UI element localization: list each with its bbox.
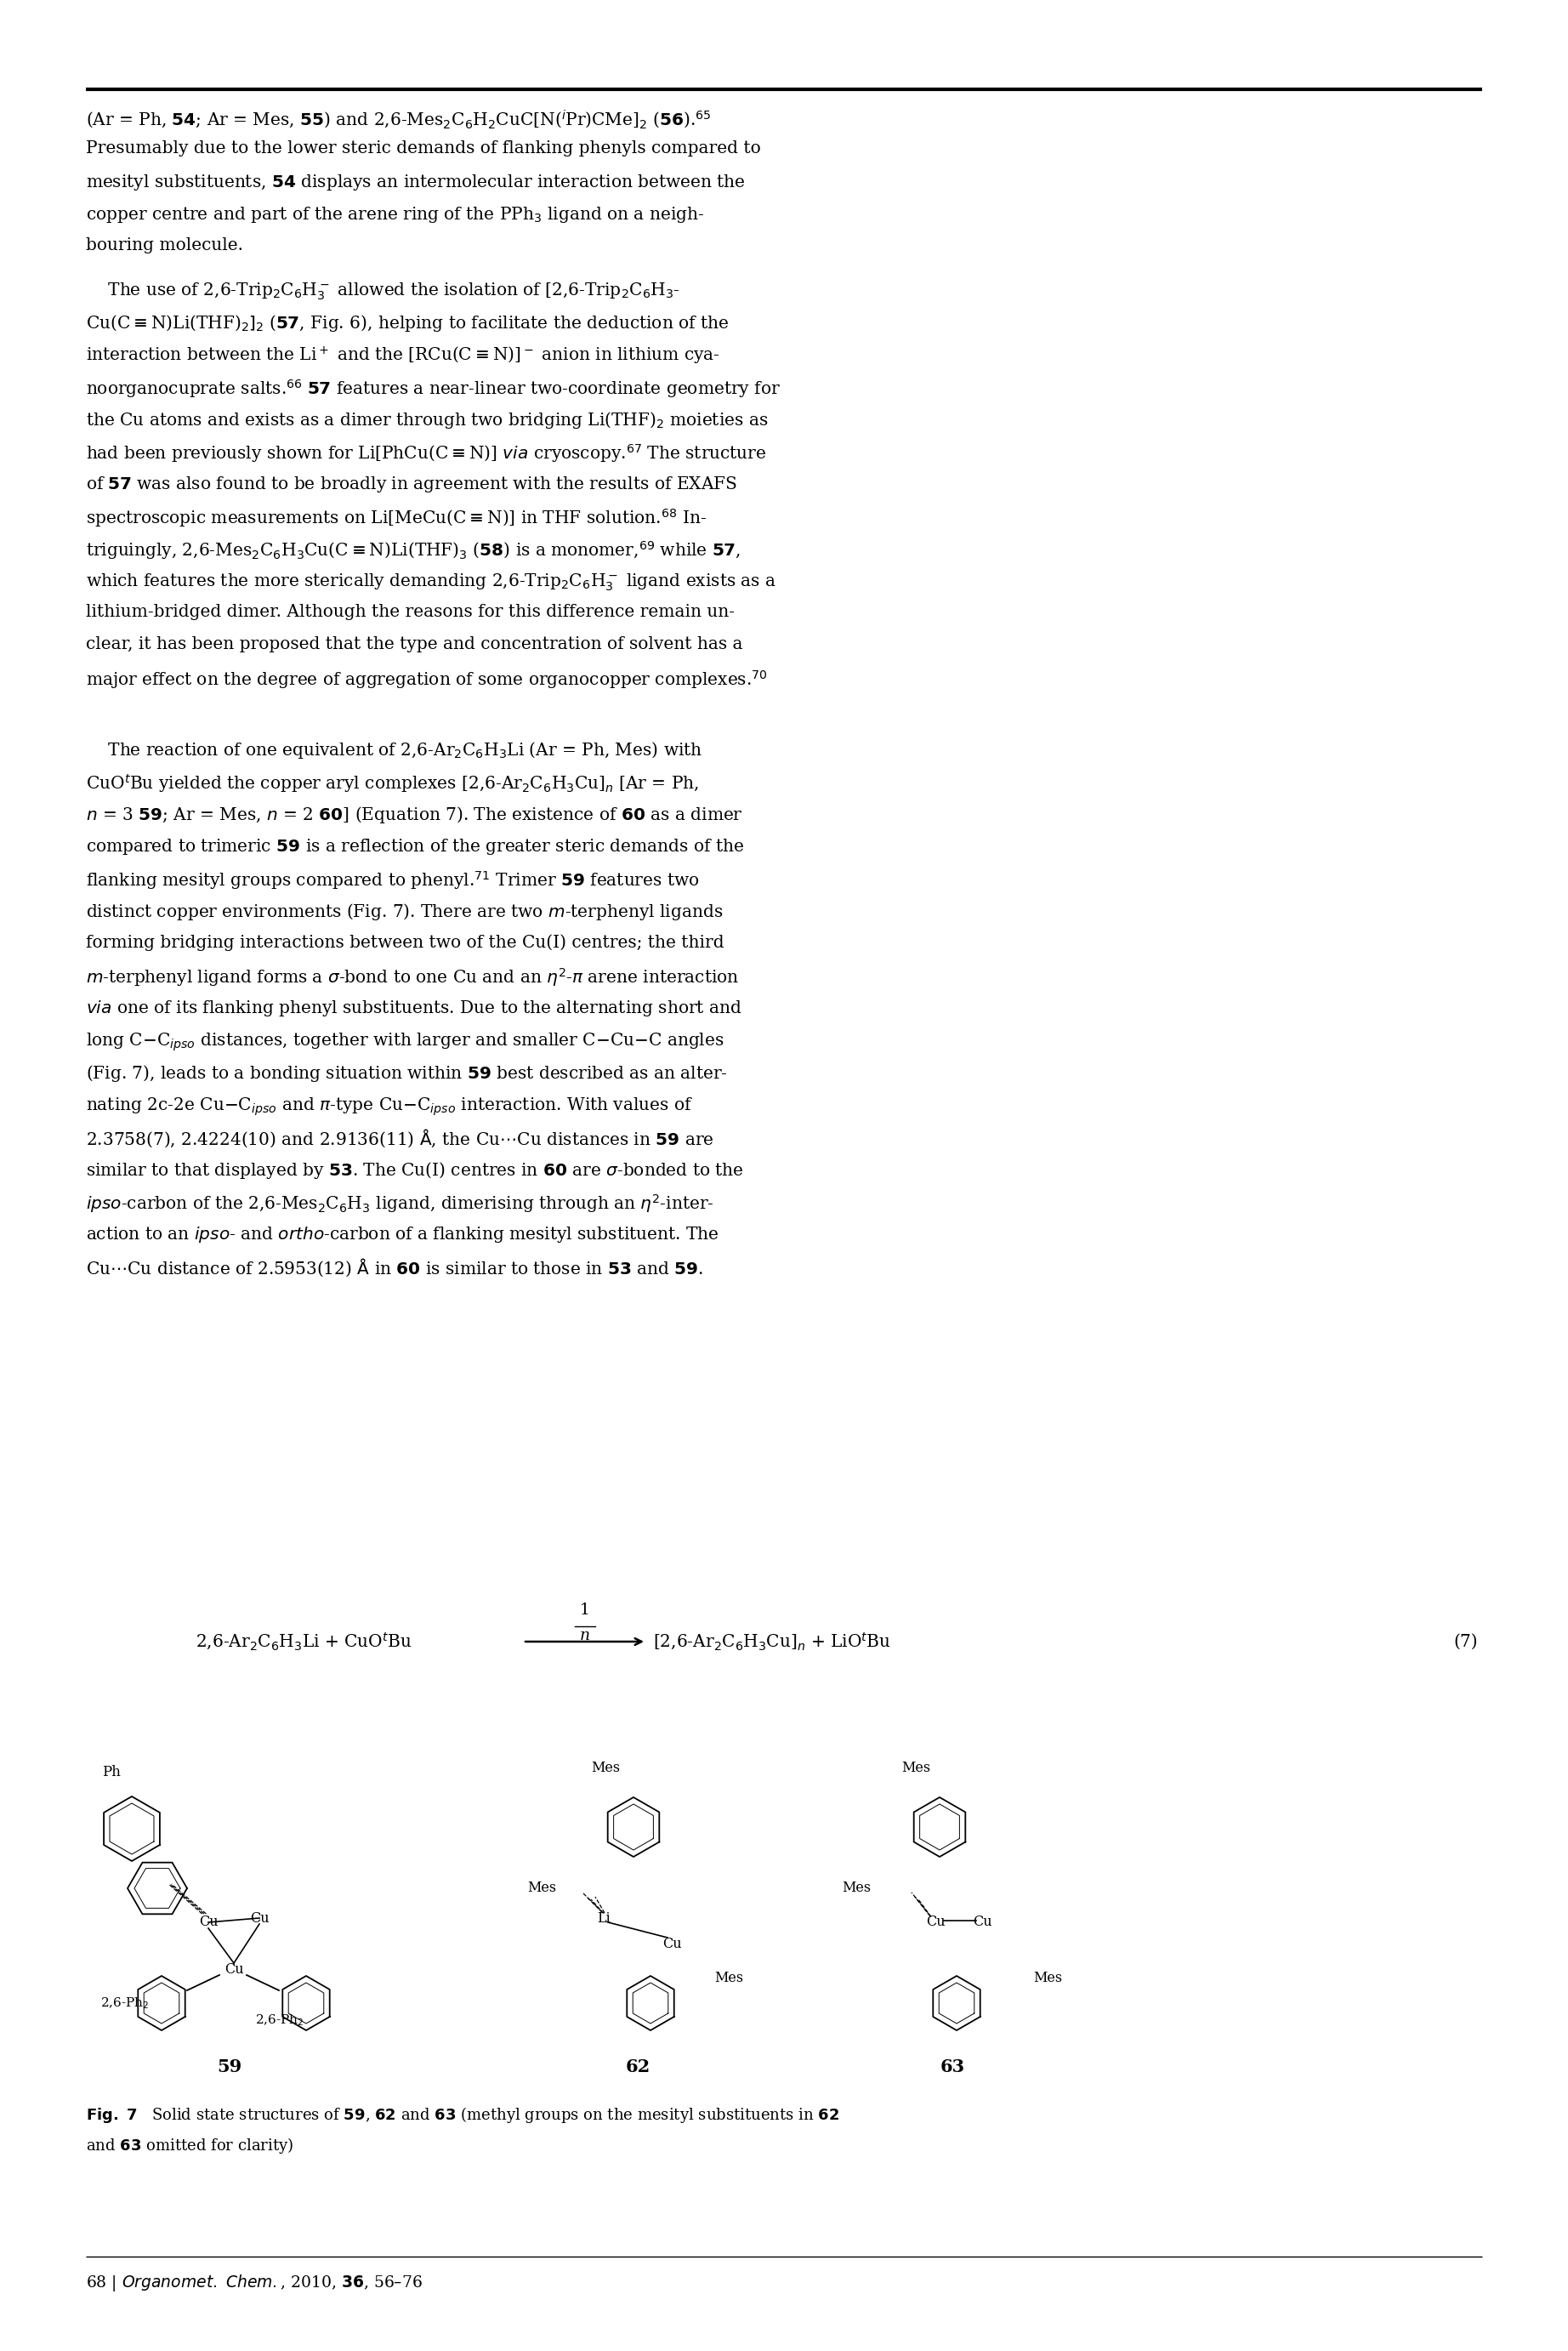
Text: The reaction of one equivalent of 2,6-Ar$_2$C$_6$H$_3$Li (Ar = Ph, Mes) with: The reaction of one equivalent of 2,6-Ar… bbox=[86, 741, 702, 759]
Text: n: n bbox=[580, 1627, 590, 1643]
Text: 2,6-Ar$_2$C$_6$H$_3$Li + CuO$^t$Bu: 2,6-Ar$_2$C$_6$H$_3$Li + CuO$^t$Bu bbox=[196, 1632, 412, 1653]
Text: 63: 63 bbox=[939, 2059, 964, 2076]
Text: nating 2c-2e Cu$-$C$_\mathit{ipso}$ and $\pi$-type Cu$-$C$_\mathit{ipso}$ intera: nating 2c-2e Cu$-$C$_\mathit{ipso}$ and … bbox=[86, 1096, 693, 1117]
Text: Cu$\cdots$Cu distance of 2.5953(12) $\mathrm{\AA}$ in $\mathbf{60}$ is similar t: Cu$\cdots$Cu distance of 2.5953(12) $\ma… bbox=[86, 1258, 704, 1279]
Text: (Ar = Ph, $\mathbf{54}$; Ar = Mes, $\mathbf{55}$) and 2,6-Mes$_2$C$_6$H$_2$CuC[N: (Ar = Ph, $\mathbf{54}$; Ar = Mes, $\mat… bbox=[86, 108, 712, 129]
Text: forming bridging interactions between two of the Cu(I) centres; the third: forming bridging interactions between tw… bbox=[86, 933, 724, 950]
Text: 2.3758(7), 2.4224(10) and 2.9136(11) $\mathrm{\AA}$, the Cu$\cdots$Cu distances : 2.3758(7), 2.4224(10) and 2.9136(11) $\m… bbox=[86, 1128, 715, 1150]
Text: Cu: Cu bbox=[199, 1916, 218, 1930]
Text: major effect on the degree of aggregation of some organocopper complexes.$^{70}$: major effect on the degree of aggregatio… bbox=[86, 668, 768, 691]
Text: Ph: Ph bbox=[102, 1766, 121, 1780]
Text: [2,6-Ar$_2$C$_6$H$_3$Cu]$_n$ + LiO$^t$Bu: [2,6-Ar$_2$C$_6$H$_3$Cu]$_n$ + LiO$^t$Bu bbox=[652, 1632, 891, 1653]
Text: (7): (7) bbox=[1454, 1634, 1477, 1650]
Text: distinct copper environments (Fig. 7). There are two $m$-terphenyl ligands: distinct copper environments (Fig. 7). T… bbox=[86, 903, 723, 922]
Text: Li: Li bbox=[597, 1911, 610, 1925]
Text: compared to trimeric $\mathbf{59}$ is a reflection of the greater steric demands: compared to trimeric $\mathbf{59}$ is a … bbox=[86, 837, 745, 856]
Text: Mes: Mes bbox=[591, 1761, 619, 1775]
Text: Mes: Mes bbox=[1033, 1970, 1062, 1984]
Text: 2,6-Ph$_2$: 2,6-Ph$_2$ bbox=[100, 1996, 149, 2010]
Text: Cu: Cu bbox=[662, 1937, 682, 1951]
Text: CuO$^t$Bu yielded the copper aryl complexes [2,6-Ar$_2$C$_6$H$_3$Cu]$_n$ [Ar = P: CuO$^t$Bu yielded the copper aryl comple… bbox=[86, 773, 699, 795]
Text: Presumably due to the lower steric demands of flanking phenyls compared to: Presumably due to the lower steric deman… bbox=[86, 141, 760, 158]
Text: of $\mathbf{57}$ was also found to be broadly in agreement with the results of E: of $\mathbf{57}$ was also found to be br… bbox=[86, 475, 737, 494]
Text: $via$ one of its flanking phenyl substituents. Due to the alternating short and: $via$ one of its flanking phenyl substit… bbox=[86, 999, 742, 1018]
Text: mesityl substituents, $\mathbf{54}$ displays an intermolecular interaction betwe: mesityl substituents, $\mathbf{54}$ disp… bbox=[86, 172, 746, 193]
Text: bouring molecule.: bouring molecule. bbox=[86, 237, 243, 254]
Text: action to an $\mathit{ipso}$- and $\mathit{ortho}$-carbon of a flanking mesityl : action to an $\mathit{ipso}$- and $\math… bbox=[86, 1225, 720, 1244]
Text: spectroscopic measurements on Li[MeCu(C$\equiv$N)] in THF solution.$^{68}$ In-: spectroscopic measurements on Li[MeCu(C$… bbox=[86, 508, 707, 529]
Text: flanking mesityl groups compared to phenyl.$^{71}$ Trimer $\mathbf{59}$ features: flanking mesityl groups compared to phen… bbox=[86, 870, 699, 891]
Text: Cu: Cu bbox=[972, 1916, 991, 1930]
Text: copper centre and part of the arene ring of the PPh$_3$ ligand on a neigh-: copper centre and part of the arene ring… bbox=[86, 205, 704, 226]
Text: Mes: Mes bbox=[842, 1881, 870, 1895]
Text: 68 | $\mathit{Organomet.\ Chem.}$, 2010, $\mathbf{36}$, 56–76: 68 | $\mathit{Organomet.\ Chem.}$, 2010,… bbox=[86, 2273, 423, 2292]
Text: 2,6-Ph$_2$: 2,6-Ph$_2$ bbox=[256, 2012, 304, 2027]
Text: which features the more sterically demanding 2,6-Trip$_2$C$_6$H$_3^-$ ligand exi: which features the more sterically deman… bbox=[86, 571, 776, 592]
Text: similar to that displayed by $\mathbf{53}$. The Cu(I) centres in $\mathbf{60}$ a: similar to that displayed by $\mathbf{53… bbox=[86, 1159, 745, 1180]
Text: triguingly, 2,6-Mes$_2$C$_6$H$_3$Cu(C$\equiv$N)Li(THF)$_3$ ($\mathbf{58}$) is a : triguingly, 2,6-Mes$_2$C$_6$H$_3$Cu(C$\e… bbox=[86, 538, 740, 562]
Text: and $\mathbf{63}$ omitted for clarity): and $\mathbf{63}$ omitted for clarity) bbox=[86, 2135, 293, 2156]
Text: 59: 59 bbox=[216, 2059, 241, 2076]
Text: Mes: Mes bbox=[715, 1970, 743, 1984]
Text: $\mathit{ipso}$-carbon of the 2,6-Mes$_2$C$_6$H$_3$ ligand, dimerising through a: $\mathit{ipso}$-carbon of the 2,6-Mes$_2… bbox=[86, 1192, 715, 1215]
Text: long C$-$C$_\mathit{ipso}$ distances, together with larger and smaller C$-$Cu$-$: long C$-$C$_\mathit{ipso}$ distances, to… bbox=[86, 1030, 724, 1053]
Text: Mes: Mes bbox=[902, 1761, 930, 1775]
Text: clear, it has been proposed that the type and concentration of solvent has a: clear, it has been proposed that the typ… bbox=[86, 637, 743, 651]
Text: (Fig. 7), leads to a bonding situation within $\mathbf{59}$ best described as an: (Fig. 7), leads to a bonding situation w… bbox=[86, 1063, 728, 1084]
Text: Cu: Cu bbox=[224, 1961, 243, 1977]
Text: Cu: Cu bbox=[925, 1916, 946, 1930]
Text: Cu: Cu bbox=[249, 1911, 270, 1925]
Text: Mes: Mes bbox=[527, 1881, 557, 1895]
Text: 62: 62 bbox=[626, 2059, 651, 2076]
Text: $m$-terphenyl ligand forms a $\sigma$-bond to one Cu and an $\eta^2$-$\pi$ arene: $m$-terphenyl ligand forms a $\sigma$-bo… bbox=[86, 966, 740, 987]
Text: the Cu atoms and exists as a dimer through two bridging Li(THF)$_2$ moieties as: the Cu atoms and exists as a dimer throu… bbox=[86, 409, 768, 430]
Text: $\mathbf{Fig.\ 7}$   Solid state structures of $\mathbf{59}$, $\mathbf{62}$ and : $\mathbf{Fig.\ 7}$ Solid state structure… bbox=[86, 2104, 840, 2125]
Text: 1: 1 bbox=[580, 1603, 590, 1617]
Text: noorganocuprate salts.$^{66}$ $\mathbf{57}$ features a near-linear two-coordinat: noorganocuprate salts.$^{66}$ $\mathbf{5… bbox=[86, 379, 781, 400]
Text: The use of 2,6-Trip$_2$C$_6$H$_3^-$ allowed the isolation of [2,6-Trip$_2$C$_6$H: The use of 2,6-Trip$_2$C$_6$H$_3^-$ allo… bbox=[86, 280, 681, 301]
Text: lithium-bridged dimer. Although the reasons for this difference remain un-: lithium-bridged dimer. Although the reas… bbox=[86, 604, 735, 621]
Text: $n$ = 3 $\mathbf{59}$; Ar = Mes, $n$ = 2 $\mathbf{60}$] (Equation 7). The existe: $n$ = 3 $\mathbf{59}$; Ar = Mes, $n$ = 2… bbox=[86, 804, 743, 825]
Text: Cu(C$\equiv$N)Li(THF)$_2]_2$ ($\mathbf{57}$, Fig. 6), helping to facilitate the : Cu(C$\equiv$N)Li(THF)$_2]_2$ ($\mathbf{5… bbox=[86, 313, 729, 334]
Text: had been previously shown for Li[PhCu(C$\equiv$N)] $\mathit{via}$ cryoscopy.$^{6: had been previously shown for Li[PhCu(C$… bbox=[86, 442, 767, 465]
Text: interaction between the Li$^+$ and the [RCu(C$\equiv$N)]$^-$ anion in lithium cy: interaction between the Li$^+$ and the [… bbox=[86, 346, 720, 367]
